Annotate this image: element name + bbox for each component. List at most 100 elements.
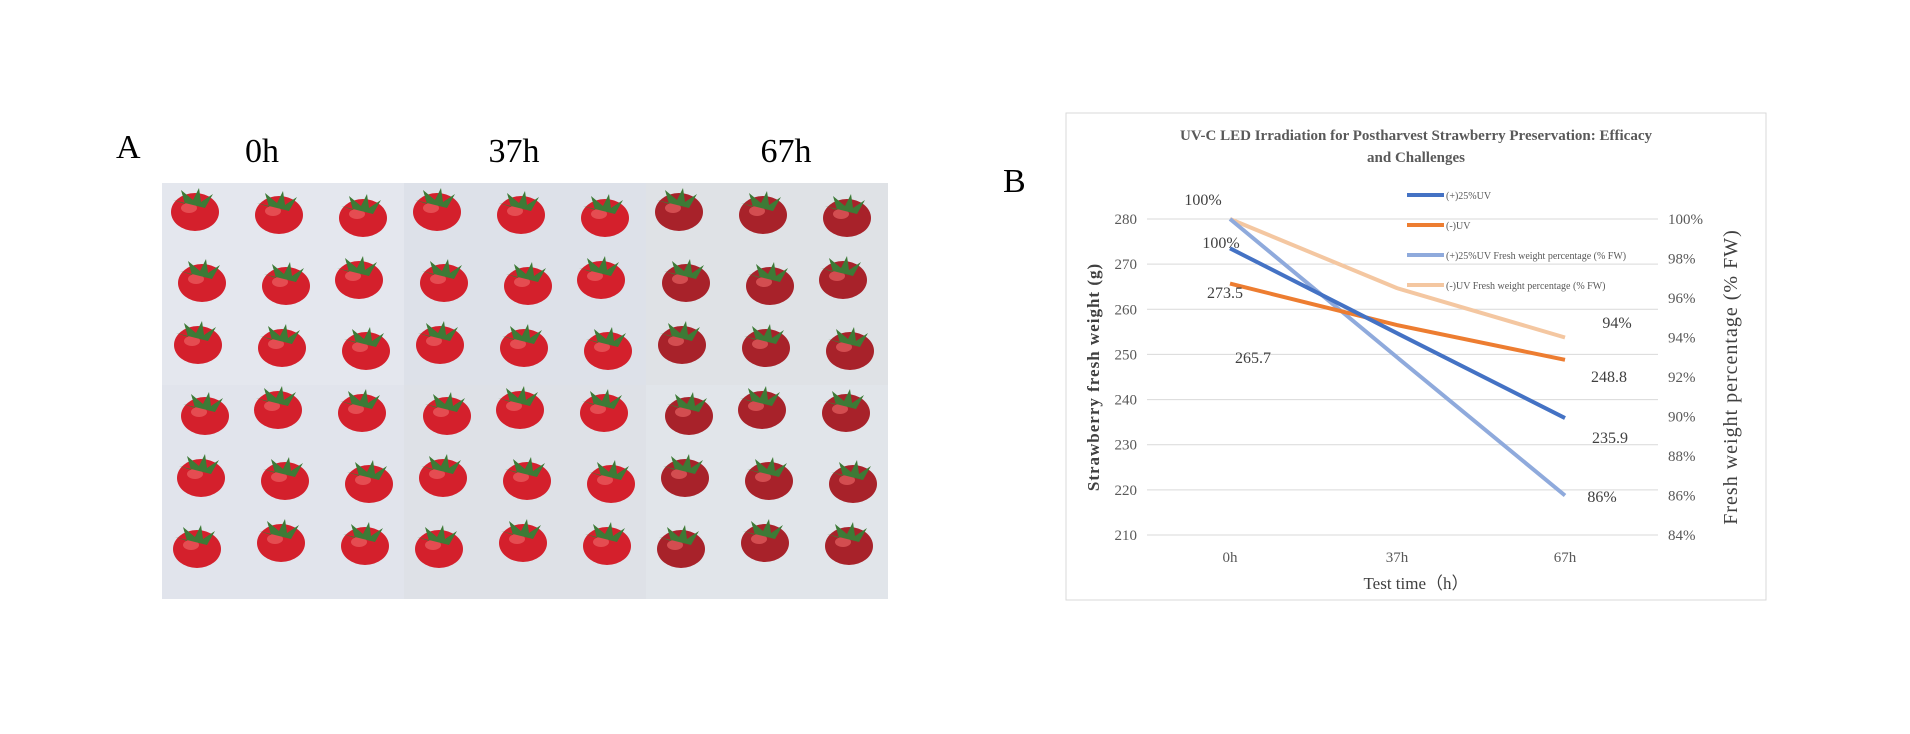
y-tick-label: 210 xyxy=(1115,528,1138,544)
chart-title-line2: and Challenges xyxy=(1367,150,1465,166)
panel-b-label: B xyxy=(1003,163,1026,200)
data-label: 100% xyxy=(1184,192,1221,209)
strawberry xyxy=(580,389,628,432)
y-tick-label: 220 xyxy=(1115,483,1138,499)
y2-tick-label: 84% xyxy=(1668,528,1696,544)
strawberry xyxy=(339,194,387,237)
y-tick-label: 230 xyxy=(1115,438,1138,454)
strawberry xyxy=(497,191,545,234)
y2-axis-title: Fresh weight percentage (% FW) xyxy=(1720,229,1742,524)
strawberry xyxy=(583,522,631,565)
strawberry xyxy=(584,327,632,370)
strawberry xyxy=(661,454,709,497)
series-line-2 xyxy=(1228,217,1567,498)
strawberry xyxy=(829,460,877,503)
strawberry xyxy=(255,191,303,234)
strawberry xyxy=(822,389,870,432)
strawberry xyxy=(823,194,871,237)
legend-label: (-)UV xyxy=(1446,221,1471,232)
strawberry xyxy=(178,259,226,302)
strawberry xyxy=(338,389,386,432)
time-label-67h: 67h xyxy=(761,133,812,170)
y-tick-label: 240 xyxy=(1115,393,1138,409)
strawberry xyxy=(745,457,793,500)
strawberry xyxy=(496,386,544,429)
y2-tick-label: 96% xyxy=(1668,291,1696,307)
data-label: 94% xyxy=(1602,315,1631,332)
strawberry xyxy=(826,327,874,370)
strawberry xyxy=(577,256,625,299)
x-tick-label: 0h xyxy=(1223,550,1239,566)
y2-tick-label: 92% xyxy=(1668,370,1696,386)
series-line-1 xyxy=(1229,281,1566,362)
strawberry xyxy=(416,321,464,364)
chart-plot: 280 270 260 250 240 230 220 210 100% 98% 96% 94% 92%… xyxy=(1115,191,1704,566)
panel-a-label: A xyxy=(116,129,141,166)
strawberry xyxy=(499,519,547,562)
strawberry xyxy=(171,188,219,231)
strawberry xyxy=(420,259,468,302)
strawberry xyxy=(342,327,390,370)
strawberry xyxy=(262,262,310,305)
strawberry-photo-grid xyxy=(162,183,888,599)
data-label: 235.9 xyxy=(1592,430,1628,447)
time-label-37h: 37h xyxy=(489,133,540,170)
strawberry xyxy=(261,457,309,500)
strawberry xyxy=(662,259,710,302)
data-label: 86% xyxy=(1587,489,1616,506)
legend-label: (+)25%UV Fresh weight percentage (% FW) xyxy=(1446,251,1626,262)
y2-tick-label: 88% xyxy=(1668,449,1696,465)
strawberry xyxy=(177,454,225,497)
chart-title-line1: UV-C LED Irradiation for Postharvest Str… xyxy=(1180,128,1652,144)
strawberry xyxy=(413,188,461,231)
strawberry xyxy=(341,522,389,565)
strawberry xyxy=(657,525,705,568)
strawberry xyxy=(254,386,302,429)
data-label: 100% xyxy=(1202,235,1239,252)
strawberry xyxy=(345,460,393,503)
time-label-0h: 0h xyxy=(245,133,279,170)
x-tick-label: 37h xyxy=(1386,550,1409,566)
series-line-3 xyxy=(1229,217,1566,340)
strawberry xyxy=(741,519,789,562)
strawberry xyxy=(739,191,787,234)
strawberry xyxy=(257,519,305,562)
y-axis-title: Strawberry fresh weight (g) xyxy=(1084,263,1103,491)
strawberry xyxy=(173,525,221,568)
strawberry xyxy=(742,324,790,367)
data-label: 248.8 xyxy=(1591,369,1627,386)
y2-tick-label: 100% xyxy=(1668,212,1703,228)
strawberry xyxy=(423,392,471,435)
strawberry xyxy=(174,321,222,364)
strawberry xyxy=(738,386,786,429)
strawberry xyxy=(819,256,867,299)
strawberry xyxy=(503,457,551,500)
strawberry xyxy=(665,392,713,435)
strawberry xyxy=(335,256,383,299)
y2-tick-label: 90% xyxy=(1668,410,1696,426)
y2-tick-label: 86% xyxy=(1668,489,1696,505)
y-tick-label: 280 xyxy=(1115,212,1138,228)
y2-tick-label: 98% xyxy=(1668,252,1696,268)
chart-frame xyxy=(1065,112,1767,601)
y-tick-label: 270 xyxy=(1115,257,1138,273)
x-axis-title: Test time（h） xyxy=(1363,574,1468,593)
x-tick-label: 67h xyxy=(1554,550,1577,566)
legend-label: (-)UV Fresh weight percentage (% FW) xyxy=(1446,281,1605,292)
y-tick-label: 260 xyxy=(1115,302,1138,318)
strawberry xyxy=(181,392,229,435)
strawberry xyxy=(419,454,467,497)
strawberry xyxy=(504,262,552,305)
strawberry xyxy=(825,522,873,565)
strawberry xyxy=(258,324,306,367)
strawberry xyxy=(500,324,548,367)
strawberry xyxy=(415,525,463,568)
y2-tick-label: 94% xyxy=(1668,331,1696,347)
strawberry xyxy=(587,460,635,503)
strawberry xyxy=(581,194,629,237)
strawberry xyxy=(746,262,794,305)
strawberry xyxy=(658,321,706,364)
strawberry xyxy=(655,188,703,231)
legend-label: (+)25%UV xyxy=(1446,191,1492,202)
